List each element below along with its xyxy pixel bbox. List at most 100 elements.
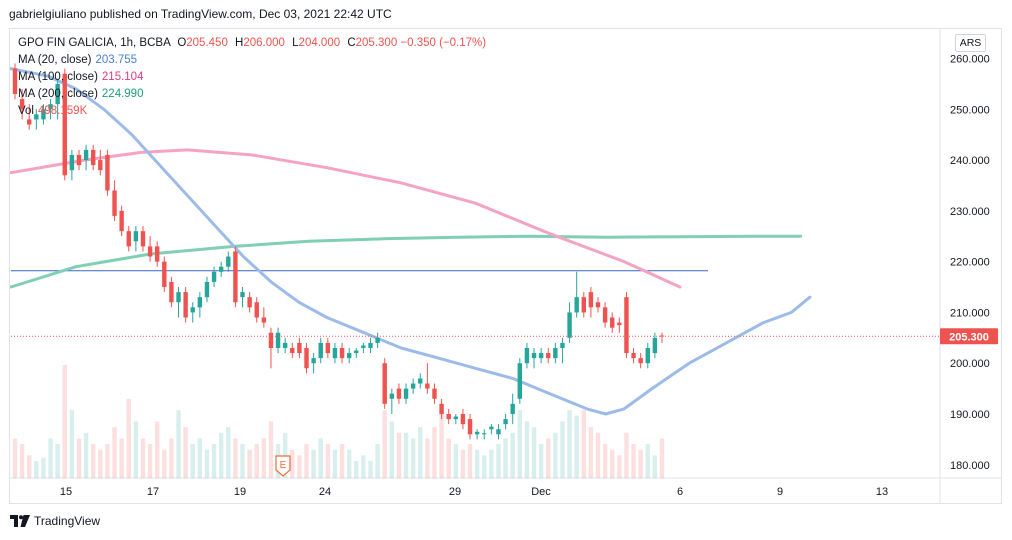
candle-body <box>645 347 650 364</box>
ma100-value: 215.104 <box>101 71 144 83</box>
ohlc-key-open: O <box>177 37 187 49</box>
candle-body <box>574 297 579 313</box>
candle-body <box>204 281 210 298</box>
candle-body <box>290 347 295 354</box>
volume-bar <box>69 410 75 478</box>
candle-body <box>226 256 231 267</box>
legend-volume-row[interactable]: Vol 498.159K <box>18 103 486 120</box>
x-tick-label: 6 <box>677 486 683 498</box>
volume-bar <box>247 449 252 478</box>
y-tick-label: 240.000 <box>950 155 990 167</box>
candle-body <box>354 350 359 354</box>
x-tick-label: 15 <box>60 486 72 498</box>
legend-ma20-row[interactable]: MA (20, close) 203.755 <box>18 52 486 69</box>
volume-bar <box>140 438 146 478</box>
candle-body <box>474 431 480 435</box>
volume-bar <box>304 444 309 478</box>
candle-body <box>169 281 174 303</box>
candle-body <box>147 246 153 257</box>
volume-bar <box>169 438 174 478</box>
legend-ma100-row[interactable]: MA (100, close) 215.104 <box>18 69 486 86</box>
volume-bar <box>453 444 459 478</box>
earnings-marker-icon <box>275 455 291 477</box>
volume-bar <box>538 444 544 478</box>
candle-body <box>332 347 338 359</box>
candle-body <box>524 347 530 364</box>
volume-bar <box>474 449 480 478</box>
candle-body <box>595 302 601 308</box>
tradingview-logo-icon <box>10 515 30 527</box>
candle-body <box>531 353 537 359</box>
currency-button[interactable]: ARS <box>955 34 986 52</box>
candle-body <box>55 83 60 105</box>
candle-body <box>211 271 217 282</box>
ma200-label: MA (200, close) <box>18 88 98 100</box>
candle-body <box>91 149 96 166</box>
volume-bar <box>617 455 622 478</box>
volume-bar <box>19 444 25 478</box>
volume-value: 498.159K <box>38 105 88 117</box>
candle-body <box>403 388 409 399</box>
volume-bar <box>382 410 387 478</box>
ohlc-low-value: 204.000 <box>298 37 341 49</box>
volume-bar <box>311 449 316 478</box>
volume-bar <box>517 410 523 478</box>
candle-body <box>41 109 46 120</box>
candle-body <box>27 119 32 125</box>
volume-bar <box>190 444 195 478</box>
candle-body <box>183 292 188 318</box>
price-chart[interactable]: 180.000 190.000 200.000 210.000 220.000 230.0… <box>10 29 1001 503</box>
candle-body <box>197 297 203 308</box>
volume-bar <box>546 438 551 478</box>
volume-bar <box>226 427 231 478</box>
volume-bar <box>638 449 643 478</box>
ma200-line <box>10 234 803 289</box>
candle-body <box>375 337 380 343</box>
volume-bar <box>368 461 373 478</box>
volume-bar <box>446 438 451 478</box>
volume-bar <box>197 438 203 478</box>
volume-bar <box>410 438 416 478</box>
volume-bar <box>83 432 89 478</box>
candle-body <box>581 297 586 313</box>
volume-bar <box>55 444 60 478</box>
candle-body <box>176 292 181 303</box>
candle-body <box>510 403 515 415</box>
volume-bar <box>652 455 658 478</box>
candle-body <box>304 347 309 369</box>
volume-bar <box>105 444 110 478</box>
volume-bar <box>482 455 487 478</box>
candle-body <box>119 210 124 232</box>
volume-bar <box>76 438 82 478</box>
last-price-badge-text: 205.300 <box>949 331 989 343</box>
volume-bar <box>318 438 323 478</box>
candle-body <box>610 317 615 328</box>
chart-frame[interactable]: 180.000 190.000 200.000 210.000 220.000 230.0… <box>9 28 1002 504</box>
ma20-line <box>10 67 812 416</box>
candle-body <box>382 363 387 404</box>
candle-body <box>282 342 288 348</box>
y-tick-label: 220.000 <box>950 257 990 269</box>
volume-bar <box>567 410 572 478</box>
candle-body <box>389 393 395 399</box>
x-tick-label: 17 <box>147 486 159 498</box>
volume-bar <box>560 421 565 478</box>
candle-body <box>126 231 131 247</box>
candle-body <box>240 292 245 298</box>
volume-bar <box>346 449 352 478</box>
volume-bar <box>574 415 579 478</box>
legend-ma200-row[interactable]: MA (200, close) 224.990 <box>18 86 486 103</box>
volume-bar <box>204 449 210 478</box>
x-tick-label: 19 <box>234 486 246 498</box>
ohlc-key-close: C <box>347 37 356 49</box>
candle-body <box>439 403 444 415</box>
y-tick-label: 190.000 <box>950 409 990 421</box>
volume-bar <box>27 455 32 478</box>
volume-bar <box>62 365 67 478</box>
y-tick-label: 230.000 <box>950 206 990 218</box>
candle-body <box>162 261 167 288</box>
x-tick-label: 29 <box>449 486 461 498</box>
candle-body <box>254 302 259 318</box>
candle-body <box>546 353 551 359</box>
candle-body <box>83 149 89 161</box>
